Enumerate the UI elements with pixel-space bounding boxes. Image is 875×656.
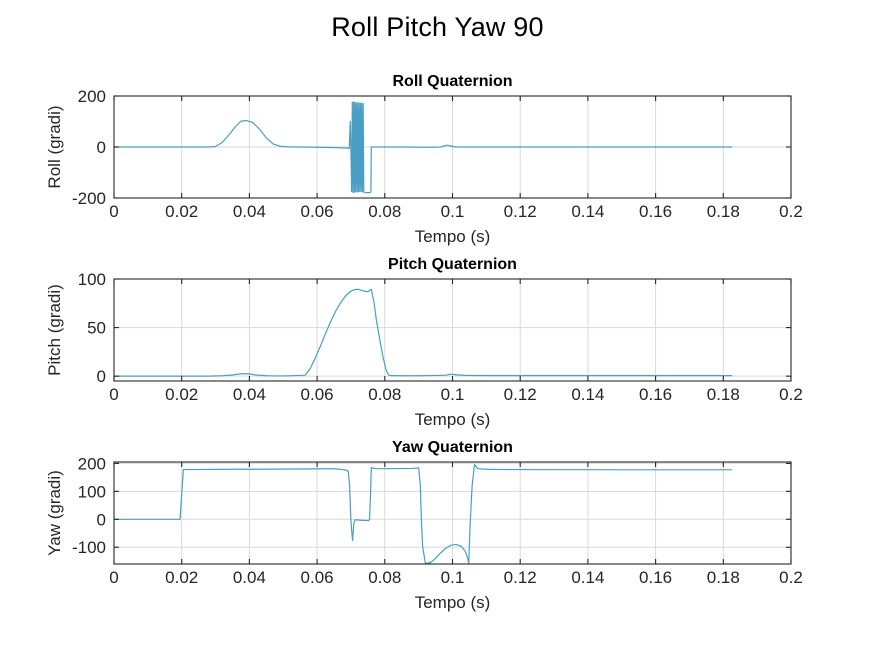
chart-yaw-quaternion: 0 0.02 0.04 0.06 0.08 0.1 0.12 0.14 0.16 0.18 0.2 -…: [45, 439, 803, 612]
x-axis-label: Tempo (s): [415, 227, 491, 246]
x-tick-label: 0.16: [639, 568, 672, 587]
chart-pitch-quaternion: 0 0.02 0.04 0.06 0.08 0.1 0.12 0.14 0.16 0.18 0.2 0…: [45, 256, 803, 429]
x-tick-label: 0.18: [707, 385, 740, 404]
x-tick-label: 0.06: [301, 202, 334, 221]
y-axis-label: Yaw (gradi): [45, 470, 64, 556]
x-tick-label: 0.02: [165, 568, 198, 587]
subplot-roll: 0 0.02 0.04 0.06 0.08 0.1 0.12 0.14 0.16 0.18 0.2 -…: [0, 62, 875, 250]
y-tick-label: 100: [78, 270, 106, 289]
x-axis-label: Tempo (s): [415, 593, 491, 612]
x-tick-label: 0.06: [301, 568, 334, 587]
x-tick-label: 0.1: [441, 202, 465, 221]
subplot-title: Roll Quaternion: [393, 73, 513, 90]
y-axis-label: Roll (gradi): [45, 105, 64, 188]
x-tick-label: 0.12: [504, 568, 537, 587]
x-tick-label: 0.2: [779, 202, 803, 221]
y-tick-label: 0: [97, 510, 106, 529]
subplot-pitch: 0 0.02 0.04 0.06 0.08 0.1 0.12 0.14 0.16 0.18 0.2 0…: [0, 245, 875, 433]
x-tick-label: 0.04: [233, 385, 266, 404]
y-tick-label: -100: [72, 538, 106, 557]
x-tick-label: 0.12: [504, 202, 537, 221]
subplot-title: Yaw Quaternion: [392, 439, 513, 456]
data-line-roll: [114, 101, 733, 194]
y-axis-label: Pitch (gradi): [45, 284, 64, 376]
x-tick-label: 0: [109, 568, 118, 587]
x-tick-label: 0.14: [571, 568, 604, 587]
chart-roll-quaternion: 0 0.02 0.04 0.06 0.08 0.1 0.12 0.14 0.16 0.18 0.2 -…: [45, 73, 803, 246]
y-tick-label: 200: [78, 454, 106, 473]
y-tick-label: 0: [97, 138, 106, 157]
x-tick-label: 0.14: [571, 202, 604, 221]
subplot-yaw: 0 0.02 0.04 0.06 0.08 0.1 0.12 0.14 0.16 0.18 0.2 -…: [0, 428, 875, 616]
x-tick-label: 0.2: [779, 385, 803, 404]
x-tick-label: 0.02: [165, 385, 198, 404]
x-tick-label: 0.16: [639, 202, 672, 221]
data-line-yaw: [114, 463, 733, 565]
x-tick-label: 0.06: [301, 385, 334, 404]
x-tick-label: 0.18: [707, 568, 740, 587]
y-tick-label: 0: [97, 367, 106, 386]
y-tick-label: 50: [87, 319, 106, 338]
x-axis-label: Tempo (s): [415, 410, 491, 429]
x-tick-label: 0.08: [368, 202, 401, 221]
x-tick-label: 0.04: [233, 202, 266, 221]
x-tick-label: 0.2: [779, 568, 803, 587]
x-tick-label: 0.18: [707, 202, 740, 221]
x-tick-label: 0: [109, 385, 118, 404]
x-tick-label: 0.02: [165, 202, 198, 221]
y-tick-label: -200: [72, 189, 106, 208]
x-tick-label: 0.12: [504, 385, 537, 404]
figure-title: Roll Pitch Yaw 90: [331, 12, 544, 42]
x-tick-label: 0: [109, 202, 118, 221]
subplot-title: Pitch Quaternion: [388, 256, 517, 273]
x-tick-label: 0.08: [368, 385, 401, 404]
x-tick-label: 0.16: [639, 385, 672, 404]
x-tick-label: 0.14: [571, 385, 604, 404]
x-tick-label: 0.08: [368, 568, 401, 587]
x-tick-label: 0.1: [441, 568, 465, 587]
x-tick-label: 0.1: [441, 385, 465, 404]
x-tick-label: 0.04: [233, 568, 266, 587]
y-tick-label: 200: [78, 87, 106, 106]
data-line-pitch: [114, 288, 733, 377]
y-tick-label: 100: [78, 482, 106, 501]
